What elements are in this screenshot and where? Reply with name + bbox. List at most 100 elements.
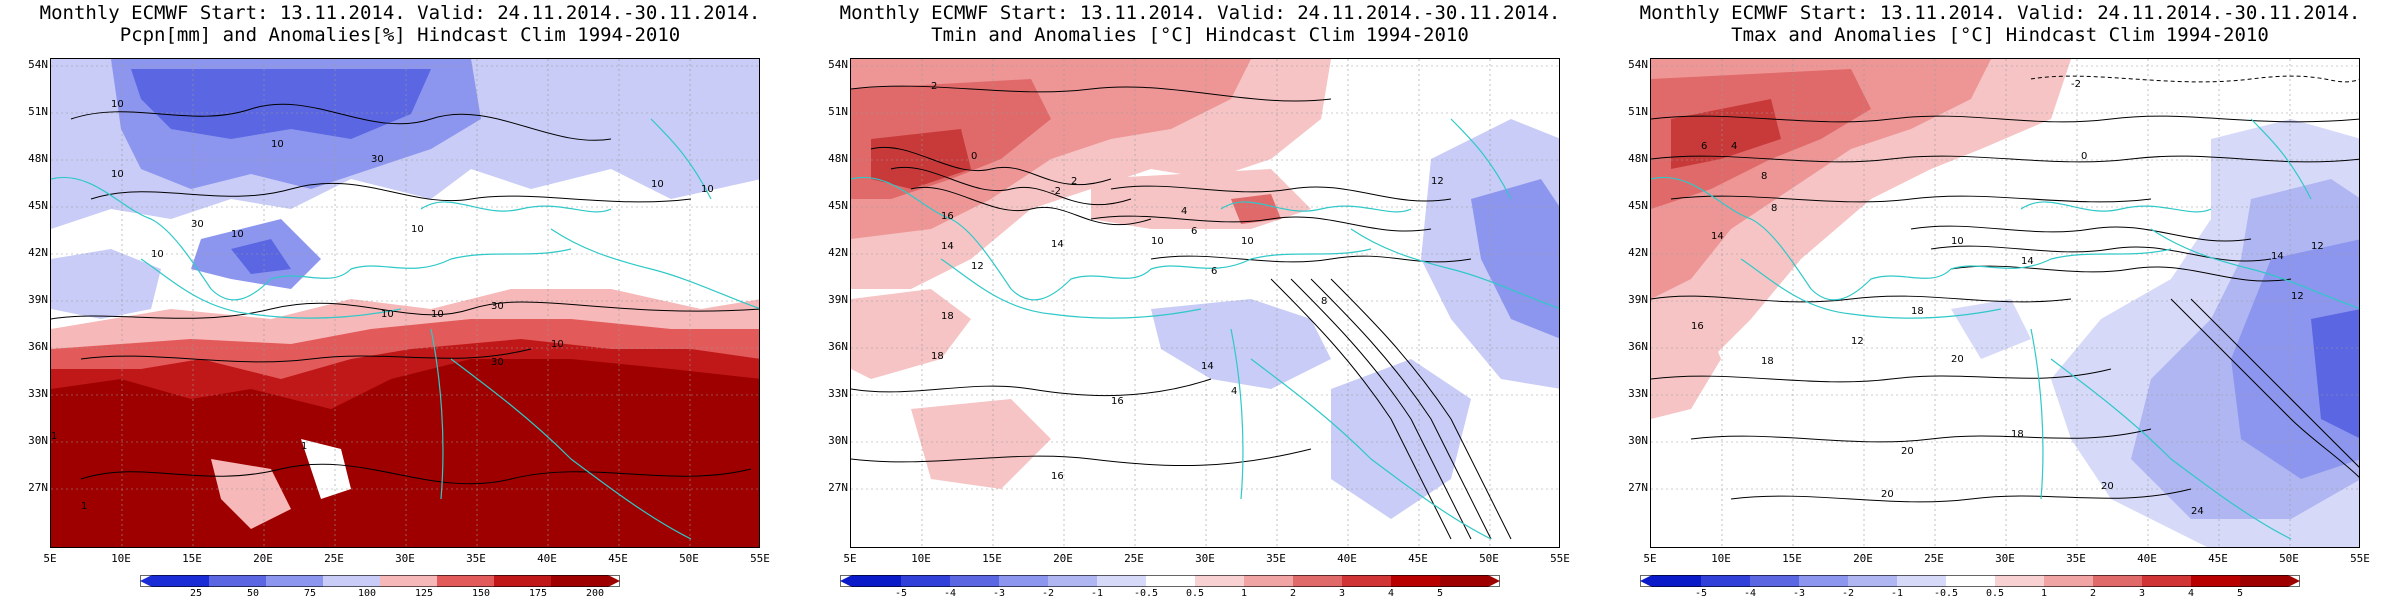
contour-label: 0 [2081, 151, 2087, 162]
colorbar-label: 175 [528, 588, 548, 599]
colorbar-label: 4 [2187, 588, 2195, 599]
colorbar-label: 1 [2040, 588, 2048, 599]
contour-label: 12 [1431, 176, 1444, 187]
tmax-map-svg: -2 0 6 8 4 8 14 16 12 10 14 18 18 20 20 18 20 20 12 14 12 24 [1651, 59, 2359, 547]
contour-label: 10 [151, 249, 164, 260]
panel-title-line1: Monthly ECMWF Start: 13.11.2014. Valid: … [39, 2, 761, 24]
lat-label: 36N [28, 340, 48, 353]
contour-label: 14 [1051, 239, 1064, 250]
contour-label: 16 [941, 211, 954, 222]
contour-label: 12 [2291, 291, 2304, 302]
lat-label: 36N [1628, 340, 1648, 353]
colorbar-label: 75 [303, 588, 317, 599]
tmax-panel: Monthly ECMWF Start: 13.11.2014. Valid: … [1600, 0, 2400, 600]
colorbar-label: 50 [246, 588, 260, 599]
tmin-colorbar [840, 575, 1500, 587]
panel-title-line1: Monthly ECMWF Start: 13.11.2014. Valid: … [839, 2, 1561, 24]
lat-label: 30N [1628, 434, 1648, 447]
contour-label: 24 [2191, 506, 2204, 517]
lat-label: 51N [828, 105, 848, 118]
colorbar-label: -3 [992, 588, 1006, 599]
lat-label: 51N [28, 105, 48, 118]
contour-label: 8 [1321, 296, 1327, 307]
lat-label: 42N [28, 246, 48, 259]
lon-label: 55E [750, 552, 770, 565]
colorbar-label: 1 [1240, 588, 1248, 599]
colorbar-label: 125 [414, 588, 434, 599]
contour-label: 20 [2101, 481, 2114, 492]
lon-label: 30E [1995, 552, 2015, 565]
precip-panel: Monthly ECMWF Start: 13.11.2014. Valid: … [0, 0, 800, 600]
lat-label: 33N [28, 387, 48, 400]
lat-label: 27N [28, 481, 48, 494]
contour-label: 14 [2271, 251, 2284, 262]
tmin-map[interactable]: 2 0 -2 2 4 6 10 14 14 12 16 18 18 4 6 10 8 12 14 16 16 [850, 58, 1560, 548]
contour-label: 14 [1201, 361, 1214, 372]
colorbar-label: -0.5 [1133, 588, 1159, 599]
contour-label: 10 [111, 99, 124, 110]
precip-map-svg: 10 10 10 30 10 10 10 10 30 10 1 10 30 10 10 30 1 1 [51, 59, 759, 547]
lon-label: 20E [1853, 552, 1873, 565]
tmax-colorbar [1640, 575, 2300, 587]
contour-label: 8 [1771, 203, 1777, 214]
colorbar-label: 5 [1436, 588, 1444, 599]
lon-label: 50E [2279, 552, 2299, 565]
lon-label: 20E [253, 552, 273, 565]
lat-label: 45N [1628, 199, 1648, 212]
contour-label: 10 [111, 169, 124, 180]
colorbar-label: -4 [943, 588, 957, 599]
colorbar-label: 0.5 [1185, 588, 1205, 599]
precip-map[interactable]: 10 10 10 30 10 10 10 10 30 10 1 10 30 10 10 30 1 1 [50, 58, 760, 548]
lon-label: 25E [1924, 552, 1944, 565]
lat-label: 42N [1628, 246, 1648, 259]
contour-label: 4 [1231, 386, 1237, 397]
contour-label: 10 [1241, 236, 1254, 247]
lat-label: 54N [828, 58, 848, 71]
contour-label: 8 [1761, 171, 1767, 182]
colorbar-label: 25 [189, 588, 203, 599]
colorbar-label: -0.5 [1933, 588, 1959, 599]
lat-label: 39N [28, 293, 48, 306]
contour-label: 10 [1151, 236, 1164, 247]
contour-label: 16 [1691, 321, 1704, 332]
contour-label: 20 [1951, 354, 1964, 365]
contour-label: 1 [51, 431, 57, 442]
lat-label: 54N [1628, 58, 1648, 71]
contour-label: 18 [1761, 356, 1774, 367]
lon-label: 40E [1337, 552, 1357, 565]
contour-label: 10 [651, 179, 664, 190]
lon-label: 20E [1053, 552, 1073, 565]
contour-label: 12 [971, 261, 984, 272]
lat-label: 30N [28, 434, 48, 447]
contour-label: 12 [1851, 336, 1864, 347]
lat-label: 48N [1628, 152, 1648, 165]
lat-label: 36N [828, 340, 848, 353]
colorbar-label: 150 [471, 588, 491, 599]
contour-label: 30 [491, 301, 504, 312]
lat-label: 39N [1628, 293, 1648, 306]
lon-label: 55E [2350, 552, 2370, 565]
contour-label: 4 [1731, 141, 1737, 152]
tmax-map[interactable]: -2 0 6 8 4 8 14 16 12 10 14 18 18 20 20 18 20 20 12 14 12 24 [1650, 58, 2360, 548]
lon-label: 5E [843, 552, 857, 565]
contour-label: 18 [941, 311, 954, 322]
lon-label: 15E [182, 552, 202, 565]
precip-colorbar [140, 575, 620, 587]
contour-label: -2 [1051, 186, 1061, 197]
lon-label: 35E [2066, 552, 2086, 565]
contour-label: 14 [2021, 256, 2034, 267]
lat-label: 54N [28, 58, 48, 71]
contour-label: 2 [931, 81, 937, 92]
colorbar-label: 3 [1338, 588, 1346, 599]
contour-label: 10 [411, 224, 424, 235]
lat-label: 48N [828, 152, 848, 165]
panel-title-line2: Tmin and Anomalies [°C] Hindcast Clim 19… [931, 24, 1469, 46]
lon-label: 50E [679, 552, 699, 565]
colorbar-label: -1 [1890, 588, 1904, 599]
lon-label: 10E [911, 552, 931, 565]
colorbar-label: -3 [1792, 588, 1806, 599]
colorbar-label: -2 [1041, 588, 1055, 599]
contour-label: 10 [231, 229, 244, 240]
colorbar-label: 2 [2089, 588, 2097, 599]
